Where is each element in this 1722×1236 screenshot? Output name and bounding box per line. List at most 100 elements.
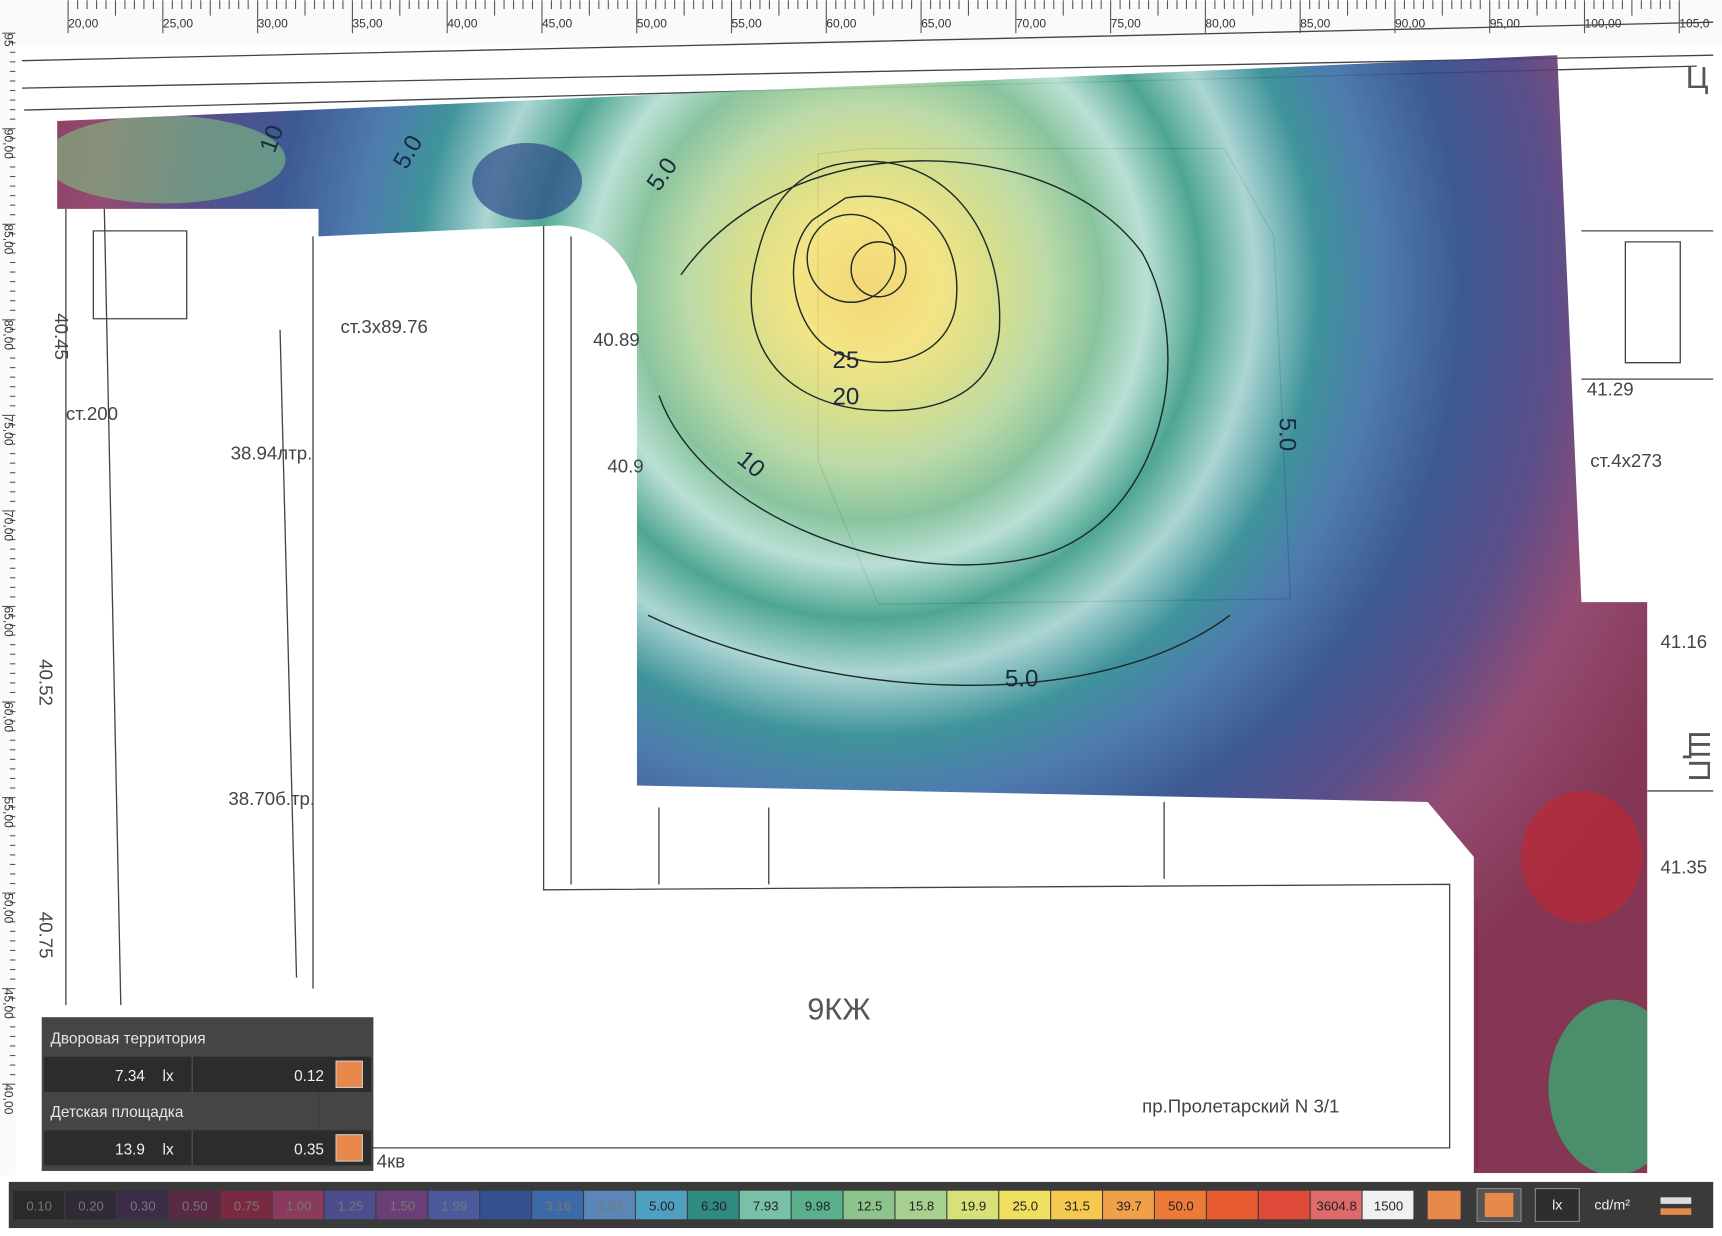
average-value: 13.9 [115, 1141, 145, 1158]
legend-label: 1500 [1374, 1198, 1403, 1213]
plan-label: 41.35 [1661, 856, 1708, 877]
legend-cell [168, 1190, 220, 1220]
ruler-label: 50,00 [1, 893, 15, 924]
legend-cell [324, 1190, 376, 1220]
legend-label: 0.30 [130, 1198, 156, 1213]
top-ruler [0, 0, 1722, 45]
ruler-label: 60,00 [1, 702, 15, 733]
unit-label[interactable]: cd/m² [1594, 1197, 1630, 1213]
ruler-label: 75,00 [1, 415, 15, 446]
legend-cell [791, 1190, 843, 1220]
legend-label: 0.50 [182, 1198, 208, 1213]
legend-label: 3.97 [597, 1198, 623, 1213]
ruler-label: 95 [1, 33, 15, 47]
legend-cell [480, 1190, 532, 1220]
ruler-label: 35,00 [352, 17, 383, 31]
legend-cell [13, 1190, 64, 1220]
plan-label: 38.70б.тр. [228, 788, 315, 809]
legend-cell [999, 1190, 1051, 1220]
legend-label: 31.5 [1064, 1198, 1090, 1213]
legend-label: 39.7 [1116, 1198, 1142, 1213]
ruler-label: 80,00 [1205, 17, 1236, 31]
legend-label: 0.75 [234, 1198, 260, 1213]
legend-label: 3604.8 [1317, 1198, 1357, 1213]
legend-label: 7.93 [753, 1198, 779, 1213]
ruler-label: 85,00 [1, 224, 15, 255]
legend-label: 1.25 [338, 1198, 364, 1213]
legend-label: 1.99 [442, 1198, 468, 1213]
ruler-label: 105,0 [1679, 17, 1710, 31]
legend-cell [1362, 1190, 1414, 1220]
color-button[interactable] [1427, 1190, 1461, 1220]
legend-label: 3.16 [545, 1198, 571, 1213]
legend-cell [1310, 1190, 1362, 1220]
value-row [43, 1056, 372, 1092]
plan-label: пр.Пролетарский N 3/1 [1142, 1096, 1339, 1117]
legend-label: 6.30 [701, 1198, 727, 1213]
results-panel: Дворовая территория 7.34 lx 0.12 Детская пло… [41, 1017, 374, 1171]
ruler-label: 45,00 [1, 989, 15, 1020]
legend-cell [272, 1190, 324, 1220]
plan-label: 40.9 [607, 455, 643, 476]
contour-label: 5.0 [1005, 666, 1039, 693]
uniformity-value: 0.35 [294, 1141, 324, 1158]
ruler-label: 30,00 [258, 17, 289, 31]
legend-label: 1.50 [390, 1198, 416, 1213]
ruler-label: 40,00 [1, 1084, 15, 1115]
plan-label: ст.3x89.76 [340, 316, 427, 337]
unit-label[interactable]: lx [1552, 1197, 1562, 1213]
legend-cell [895, 1190, 947, 1220]
color-swatch [335, 1134, 363, 1162]
plan-label: 40.52 [36, 659, 57, 706]
legend-cell [1258, 1190, 1310, 1220]
legend-cell [220, 1190, 272, 1220]
unit-button[interactable] [1534, 1187, 1580, 1223]
plan-label: ЩП [1682, 731, 1717, 782]
plan-label: 38.94лтр. [231, 442, 313, 463]
ruler-label: 70,00 [1016, 17, 1047, 31]
plan-label: 41.29 [1587, 379, 1634, 400]
legend-label: 15.8 [909, 1198, 935, 1213]
contour-label: 25 [832, 347, 859, 374]
ruler-label: 25,00 [163, 17, 194, 31]
contour-label: 20 [832, 383, 859, 410]
legend-label: 25.0 [1012, 1198, 1038, 1213]
plan-label: 9КЖ [807, 991, 870, 1026]
unit: lx [163, 1141, 174, 1158]
legend-cell [1154, 1190, 1206, 1220]
ruler-label: 70,00 [1, 511, 15, 542]
legend-label: 9.98 [805, 1198, 831, 1213]
legend-cell [65, 1190, 116, 1220]
area-name: Дворовая территория [51, 1031, 206, 1048]
plan-label: ст.4x273 [1590, 450, 1662, 471]
arrow-button[interactable] [1660, 1197, 1692, 1204]
legend-cell [584, 1190, 635, 1220]
legend-cell [739, 1190, 791, 1220]
ruler-label: 50,00 [637, 17, 668, 31]
legend-cell [843, 1190, 895, 1220]
legend-label: 50.0 [1168, 1198, 1194, 1213]
isolines [647, 160, 1231, 686]
average-value: 7.34 [115, 1068, 145, 1085]
legend-cell [635, 1190, 687, 1220]
unit: lx [163, 1068, 174, 1085]
legend-label: 1.00 [286, 1198, 312, 1213]
legend-label: 0.10 [26, 1198, 52, 1213]
ruler-label: 80,00 [1, 320, 15, 351]
area-name: Детская площадка [51, 1104, 184, 1121]
legend-label: 5.00 [649, 1198, 675, 1213]
plan-label: Ц [1686, 60, 1709, 95]
ruler-label: 65,00 [921, 17, 952, 31]
ruler-label: 40,00 [447, 17, 478, 31]
color-swatch [1484, 1192, 1514, 1218]
legend-cell [687, 1190, 739, 1220]
legend-cell [428, 1190, 480, 1220]
contour-label: 5.0 [1273, 418, 1300, 452]
arrow-button[interactable] [1660, 1208, 1692, 1215]
ruler-label: 45,00 [542, 17, 573, 31]
plan-label: 40.89 [593, 329, 640, 350]
ruler-label: 65,00 [1, 606, 15, 637]
legend-cell [532, 1190, 583, 1220]
